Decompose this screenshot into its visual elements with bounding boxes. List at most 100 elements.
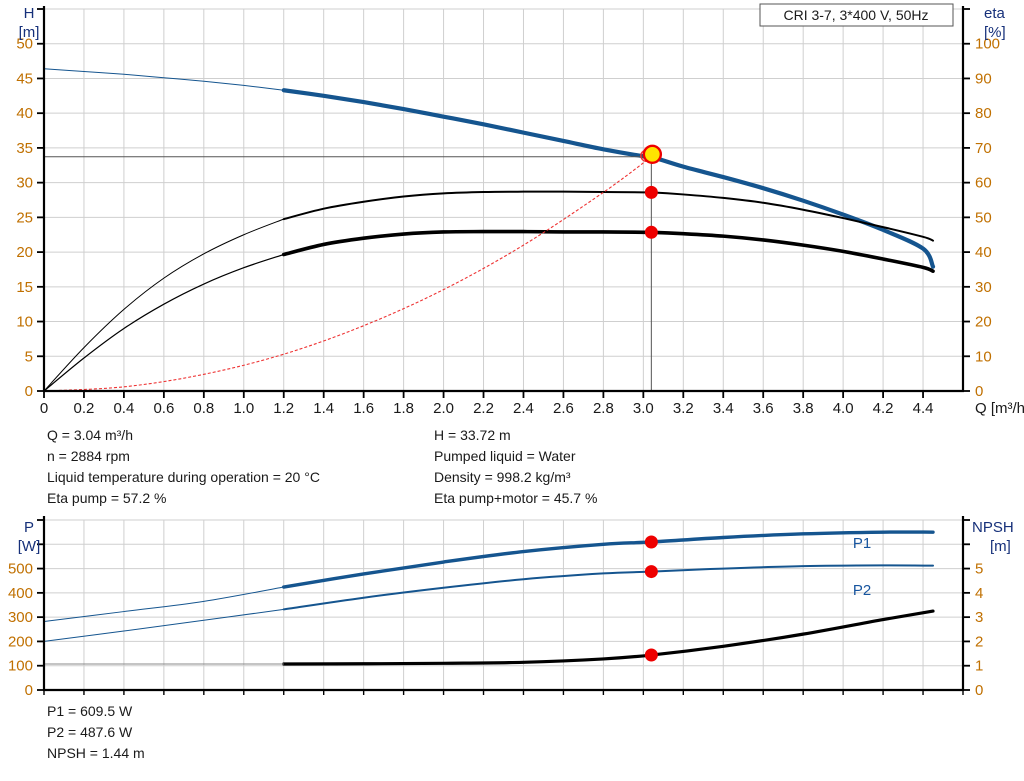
- title-box: CRI 3-7, 3*400 V, 50Hz: [759, 3, 954, 27]
- readout-temp: Liquid temperature during operation = 20…: [47, 469, 320, 485]
- readout-eta-pump: Eta pump = 57.2 %: [47, 490, 167, 506]
- curve-thin-p2: [43, 608, 285, 642]
- tick-label-npsh: 0: [975, 682, 983, 699]
- readout-p1: P1 = 609.5 W: [47, 703, 133, 719]
- readout-liquid: Pumped liquid = Water: [434, 448, 576, 464]
- tick-label-q: 4.0: [833, 400, 854, 417]
- readout-left-column: Q = 3.04 m³/h n = 2884 rpm Liquid temper…: [47, 425, 320, 509]
- tick-label-p: 500: [8, 561, 33, 578]
- tick-label-q: 1.0: [233, 400, 254, 417]
- curve-bold-eta-pump-motor: [281, 229, 935, 273]
- curve-bold-p1: [282, 530, 935, 589]
- tick-label-q: 2.8: [593, 400, 614, 417]
- tick-label-q: 0.4: [113, 400, 134, 417]
- readout-eta-pump-motor: Eta pump+motor = 45.7 %: [434, 490, 598, 506]
- right-axis-title: eta: [984, 5, 1006, 22]
- tick-label-q: 3.0: [633, 400, 654, 417]
- head-efficiency-chart: 0 5 10 15 20 25 30 35 40 45 50 0 10 20 30 40 50 60 70 80 90 1…: [16, 5, 1024, 417]
- tick-label-eta: 40: [975, 244, 992, 261]
- tick-label-eta: 0: [975, 383, 983, 400]
- tick-label-q: 3.4: [713, 400, 734, 417]
- tick-label-h: 35: [16, 140, 33, 157]
- title-box-label: CRI 3-7, 3*400 V, 50Hz: [783, 7, 928, 23]
- tick-label-h: 20: [16, 244, 33, 261]
- readout-h: H = 33.72 m: [434, 427, 511, 443]
- curve-bold-eta-pump: [282, 190, 935, 242]
- readout-bottom-column: P1 = 609.5 W P2 = 487.6 W NPSH = 1.44 m: [47, 701, 145, 764]
- tick-label-q: 0.8: [193, 400, 214, 417]
- tick-label-h: 30: [16, 175, 33, 192]
- readout-density: Density = 998.2 kg/m³: [434, 469, 571, 485]
- tick-label-q: 4.4: [913, 400, 934, 417]
- tick-label-eta: 60: [975, 175, 992, 192]
- tick-label-npsh: 3: [975, 609, 983, 626]
- curve-thin-h-head-curve: [43, 68, 285, 91]
- tick-label-eta: 50: [975, 209, 992, 226]
- tick-label-eta: 20: [975, 314, 992, 331]
- right-axis-unit-npsh: [m]: [990, 538, 1011, 555]
- tick-label-npsh: 2: [975, 633, 983, 650]
- curve-npsh: [282, 609, 935, 666]
- tick-label-h: 25: [16, 209, 33, 226]
- tick-label-eta: 30: [975, 279, 992, 296]
- tick-label-h: 10: [16, 314, 33, 331]
- p2-marker: [644, 565, 658, 579]
- tick-label-npsh: 5: [975, 561, 983, 578]
- readout-npsh: NPSH = 1.44 m: [47, 745, 145, 761]
- curve-thin-eta-pump-motor: [43, 253, 285, 392]
- tick-label-q: 3.6: [753, 400, 774, 417]
- tick-label-p: 0: [25, 682, 33, 699]
- curve-label-p2: P2: [853, 582, 871, 599]
- tick-label-p: 200: [8, 633, 33, 650]
- tick-label-q: 2.4: [513, 400, 534, 417]
- curve-label-p1: P1: [853, 535, 871, 552]
- plot-frame: [43, 8, 964, 392]
- tick-label-h: 0: [25, 383, 33, 400]
- tick-label-eta: 100: [975, 36, 1000, 53]
- tick-label-npsh: 1: [975, 658, 983, 675]
- tick-label-q: 2.2: [473, 400, 494, 417]
- tick-label-npsh: 4: [975, 585, 983, 602]
- tick-label-q: 1.6: [353, 400, 374, 417]
- tick-label-q: 4.2: [873, 400, 894, 417]
- right-axis-title-npsh: NPSH: [972, 519, 1014, 536]
- left-axis-unit: [m]: [19, 24, 40, 41]
- operating-point-marker: [642, 144, 663, 164]
- tick-label-q: 3.2: [673, 400, 694, 417]
- tick-label-eta: 90: [975, 70, 992, 87]
- x-axis-title: Q [m³/h]: [975, 400, 1024, 417]
- readout-right-column: H = 33.72 m Pumped liquid = Water Densit…: [434, 425, 597, 509]
- tick-label-h: 5: [25, 348, 33, 365]
- tick-label-h: 15: [16, 279, 33, 296]
- readout-q: Q = 3.04 m³/h: [47, 427, 133, 443]
- readout-n: n = 2884 rpm: [47, 448, 130, 464]
- tick-label-q: 3.8: [793, 400, 814, 417]
- tick-label-q: 1.8: [393, 400, 414, 417]
- tick-label-q: 0: [40, 400, 48, 417]
- p1-marker: [644, 535, 658, 549]
- tick-label-eta: 70: [975, 140, 992, 157]
- tick-label-q: 0.6: [153, 400, 174, 417]
- tick-label-q: 1.4: [313, 400, 334, 417]
- tick-label-q: 1.2: [273, 400, 294, 417]
- npsh-marker: [644, 648, 658, 662]
- tick-label-p: 300: [8, 609, 33, 626]
- tick-label-eta: 80: [975, 105, 992, 122]
- eta-pump-motor-marker: [644, 225, 658, 239]
- left-axis-title-p: P: [24, 519, 34, 536]
- left-axis-title: H: [24, 5, 35, 22]
- power-npsh-chart: 0 100 200 300 400 500 0 1 2 3 4 5 P [W] NPSH [m] P1 P2: [8, 516, 1014, 699]
- tick-label-p: 100: [8, 658, 33, 675]
- tick-label-q: 2.6: [553, 400, 574, 417]
- left-axis-unit-p: [W]: [18, 538, 41, 555]
- tick-label-eta: 10: [975, 348, 992, 365]
- readout-p2: P2 = 487.6 W: [47, 724, 133, 740]
- right-axis-unit: [%]: [984, 24, 1006, 41]
- eta-pump-marker: [644, 185, 658, 199]
- tick-label-h: 50: [16, 36, 33, 53]
- tick-label-q: 0.2: [74, 400, 95, 417]
- tick-label-h: 45: [16, 70, 33, 87]
- tick-label-h: 40: [16, 105, 33, 122]
- curve-thin-eta-pump: [43, 218, 285, 392]
